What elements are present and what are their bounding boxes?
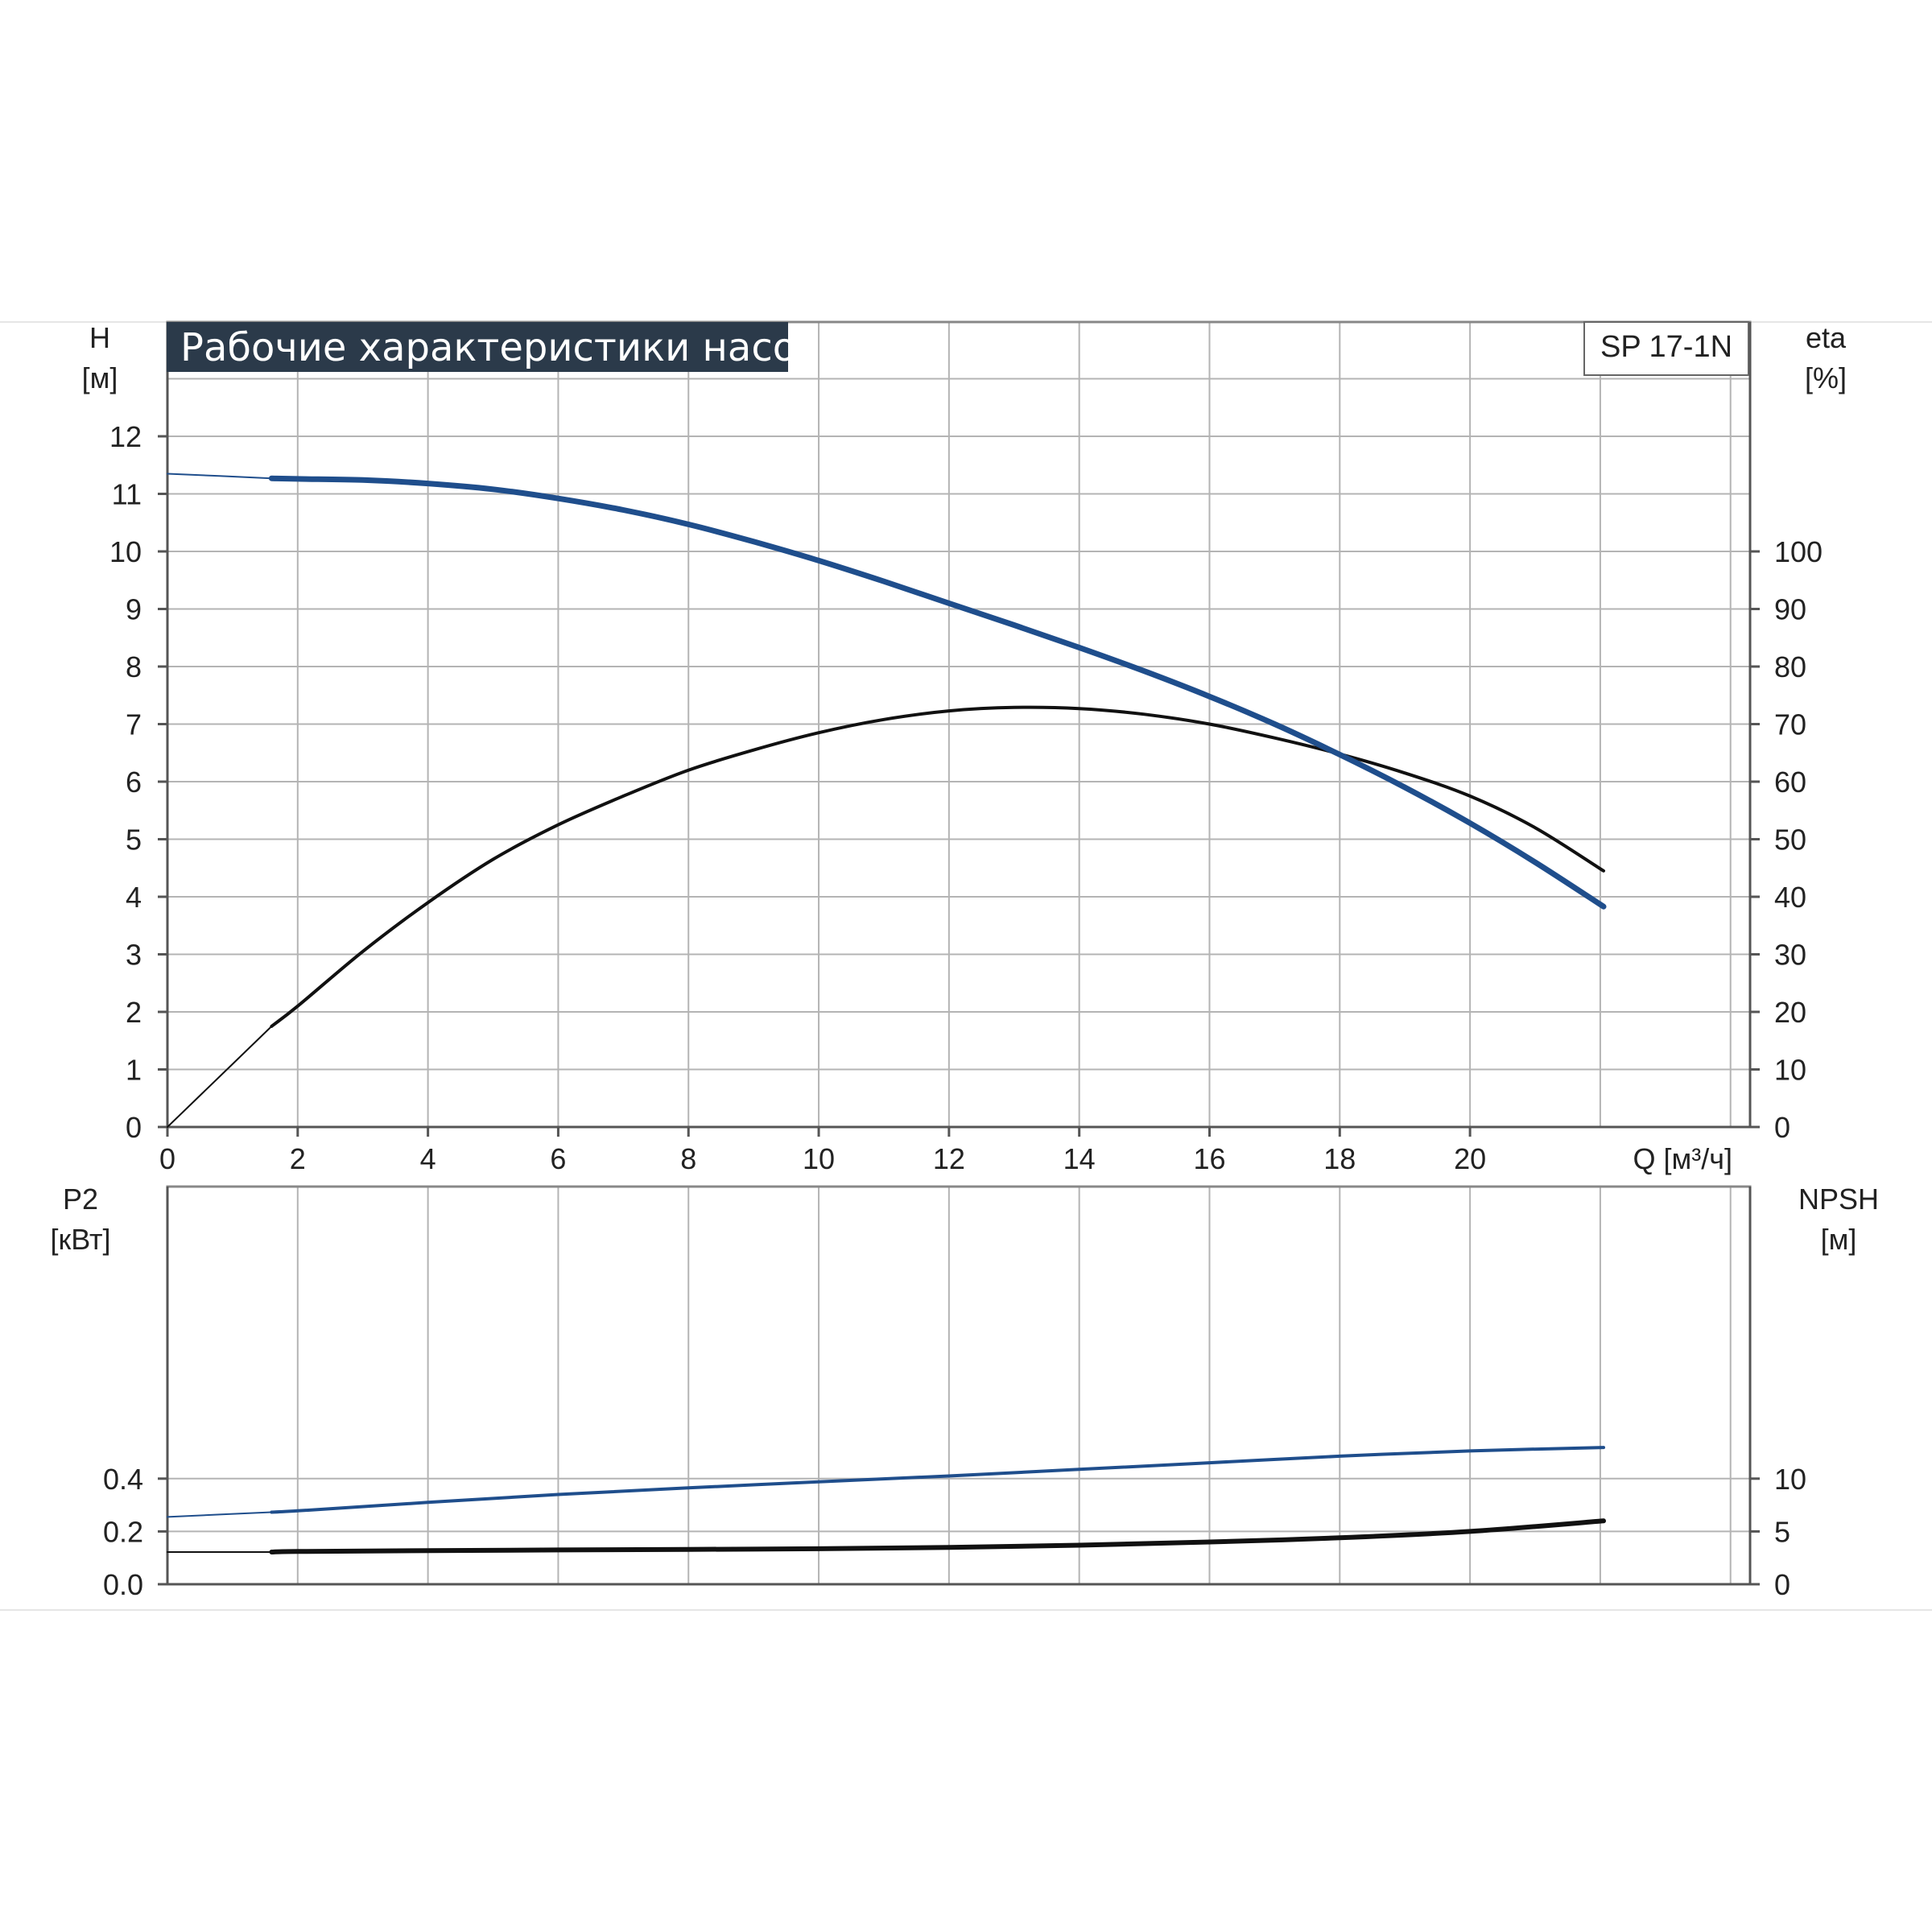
npsh-axis-label: NPSH	[1798, 1183, 1879, 1216]
head-efficiency-plot: 0 2 4 6 8 10 12 14 16 18 2001234567891011120102030…	[82, 320, 1847, 1175]
eta-tick-label: 100	[1774, 535, 1823, 568]
eta-curve	[270, 705, 1605, 1028]
h-curve	[268, 475, 1607, 910]
x-tick-label: 8	[680, 1142, 696, 1175]
bottom-ticks: 0.0 0.2 0.4 0 5 10	[103, 1463, 1806, 1601]
bottom-plot-frame	[166, 1185, 1752, 1586]
eta-tick-label: 50	[1774, 824, 1806, 857]
bottom-grid	[167, 1187, 1750, 1584]
title-box	[167, 322, 788, 372]
eta-curve-extrapolated	[167, 1025, 273, 1128]
x-tick-label: 18	[1323, 1142, 1356, 1175]
p2-tick-label: 0.0	[103, 1568, 143, 1601]
p2-axis-unit: [кВт]	[50, 1223, 110, 1256]
eta-tick-label: 20	[1774, 996, 1806, 1029]
model-box	[1583, 321, 1749, 376]
h-tick-label: 1	[126, 1054, 142, 1087]
eta-tick-label: 0	[1774, 1111, 1790, 1144]
h-axis-label: H	[89, 321, 110, 354]
h-tick-label: 3	[126, 939, 142, 972]
eta-axis-label: eta	[1806, 321, 1847, 354]
model-label: SP 17-1N	[1600, 330, 1732, 364]
x-tick-label: 14	[1063, 1142, 1096, 1175]
bottom-curves	[167, 1446, 1606, 1554]
h-tick-label: 4	[126, 881, 142, 914]
x-tick-label: 0	[159, 1142, 175, 1175]
eta-tick-label: 80	[1774, 650, 1806, 683]
p2-tick-label: 0.4	[103, 1463, 143, 1496]
x-tick-label: 20	[1454, 1142, 1486, 1175]
x-tick-label: 16	[1193, 1142, 1225, 1175]
h-tick-label: 5	[126, 824, 142, 857]
top-curves	[167, 473, 1607, 1128]
h-tick-label: 12	[109, 420, 142, 453]
p2-axis-label: P2	[63, 1183, 98, 1216]
h-tick-label: 9	[126, 593, 142, 626]
top-ticks: 0 2 4 6 8 10 12 14 16 18 2001234567891011120102030…	[109, 420, 1823, 1175]
eta-tick-label: 30	[1774, 939, 1806, 972]
power-npsh-plot: 0.0 0.2 0.4 0 5 10 P2 [кВт] NPSH [м]	[50, 1183, 1879, 1601]
top-grid	[167, 322, 1750, 1127]
x-tick-label: 2	[290, 1142, 306, 1175]
chart-title: Рабочие характеристики насоса	[180, 325, 841, 370]
q-axis-label: Q [м³/ч]	[1633, 1142, 1732, 1175]
npsh-curve	[269, 1518, 1606, 1554]
p2-curve	[270, 1446, 1605, 1514]
h-axis-unit: [м]	[82, 361, 118, 394]
h-tick-label: 10	[109, 535, 142, 568]
x-tick-label: 12	[933, 1142, 965, 1175]
h-tick-label: 11	[112, 478, 142, 511]
h-tick-label: 8	[126, 650, 142, 683]
npsh-tick-label: 10	[1774, 1463, 1806, 1496]
npsh-axis-unit: [м]	[1821, 1223, 1857, 1256]
p2-curve-extrapolated	[167, 1511, 273, 1518]
h-tick-label: 6	[126, 766, 142, 799]
h-tick-label: 0	[126, 1111, 142, 1144]
eta-tick-label: 60	[1774, 766, 1806, 799]
eta-axis-unit: [%]	[1805, 361, 1847, 394]
x-tick-label: 4	[420, 1142, 436, 1175]
h-tick-label: 7	[126, 708, 142, 741]
h-curve-extrapolated	[167, 473, 273, 480]
eta-tick-label: 90	[1774, 593, 1806, 626]
x-tick-label: 6	[550, 1142, 566, 1175]
eta-tick-label: 10	[1774, 1054, 1806, 1087]
eta-tick-label: 70	[1774, 708, 1806, 741]
x-tick-label: 10	[803, 1142, 835, 1175]
h-tick-label: 2	[126, 996, 142, 1029]
npsh-tick-label: 5	[1774, 1515, 1790, 1548]
p2-tick-label: 0.2	[103, 1515, 143, 1548]
eta-tick-label: 40	[1774, 881, 1806, 914]
npsh-tick-label: 0	[1774, 1568, 1790, 1601]
